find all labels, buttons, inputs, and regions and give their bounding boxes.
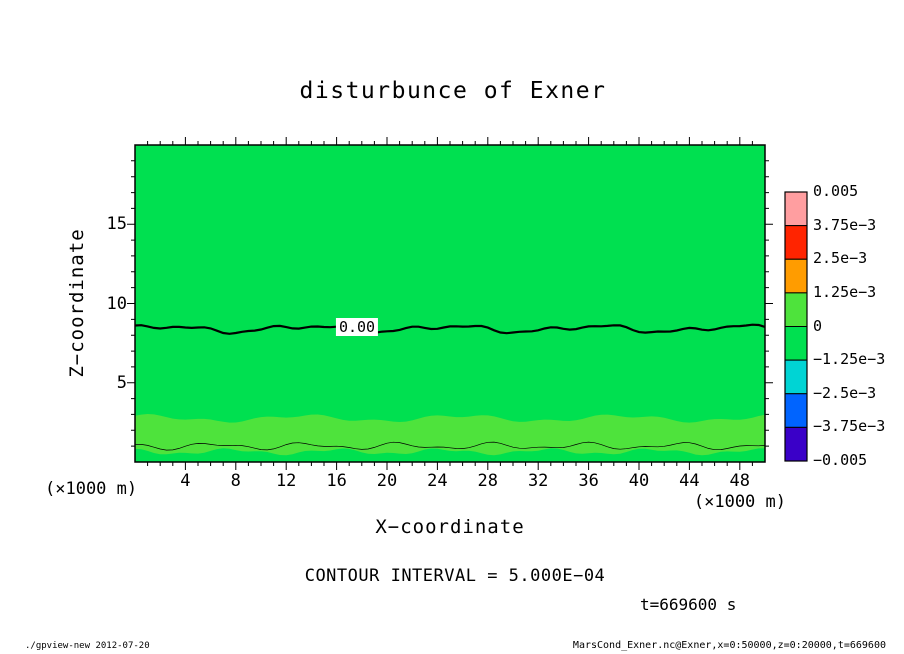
axis-ticks bbox=[127, 137, 773, 470]
zero-contour-line bbox=[134, 323, 766, 335]
field-fill bbox=[135, 145, 765, 462]
surface-thin-contour-line bbox=[135, 441, 766, 451]
chart-title: disturbunce of Exner bbox=[299, 78, 607, 104]
colorbar-segment bbox=[784, 191, 808, 227]
y-axis-label: Z−coordinate bbox=[66, 228, 88, 378]
x-axis-label: X−coordinate bbox=[375, 516, 525, 538]
footer-left: ./gpview-new 2012-07-20 bbox=[25, 641, 150, 651]
x-axis-unit: (×1000 m) bbox=[693, 492, 786, 512]
colorbar-segment bbox=[784, 326, 808, 361]
colorbar-segment bbox=[784, 225, 808, 260]
zero-contour-label: 0.00 bbox=[335, 318, 379, 336]
colorbar-frame bbox=[784, 191, 808, 462]
footer-right: MarsCond_Exner.nc@Exner,x=0:50000,z=0:20… bbox=[572, 640, 886, 651]
colorbar-segment bbox=[784, 393, 808, 428]
colorbar-segment bbox=[784, 426, 808, 462]
plot-frame bbox=[134, 144, 766, 463]
colorbar-segment bbox=[784, 258, 808, 294]
contour-interval-text: CONTOUR INTERVAL = 5.000E−04 bbox=[304, 566, 606, 586]
colorbar-segment bbox=[784, 292, 808, 328]
surface-band bbox=[135, 414, 765, 456]
colorbar-segment bbox=[784, 359, 808, 395]
time-text: t=669600 s bbox=[640, 595, 737, 614]
y-axis-unit: (×1000 m) bbox=[45, 479, 138, 499]
